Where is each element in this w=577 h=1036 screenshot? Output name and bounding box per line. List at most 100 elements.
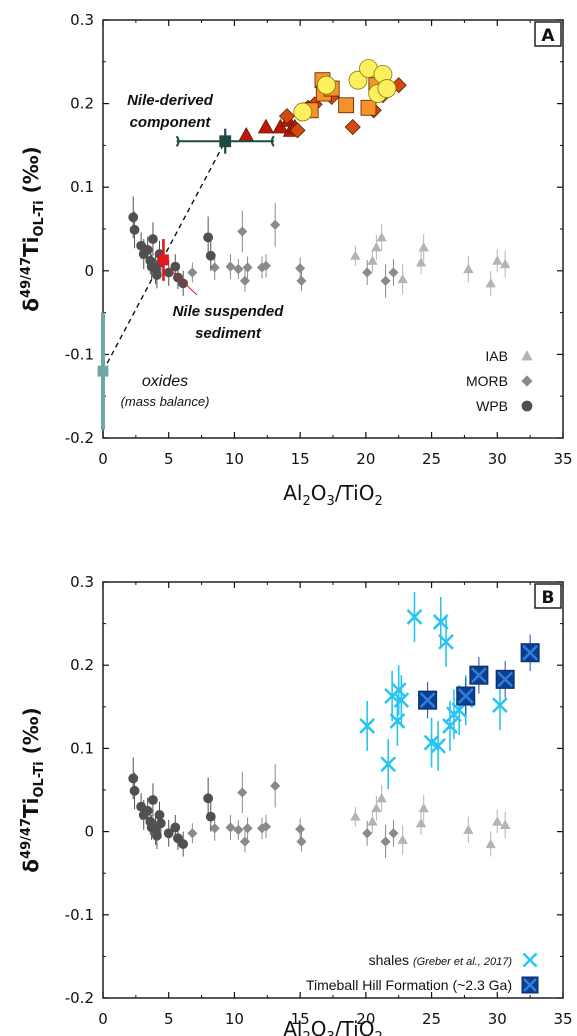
series-morb bbox=[187, 203, 399, 298]
series-iab bbox=[350, 223, 511, 296]
x-tick-label-part: 20 bbox=[356, 450, 375, 468]
panel-label-box bbox=[534, 583, 562, 609]
panel-label-box bbox=[534, 21, 562, 47]
y-tick-label-part: -0.1 bbox=[65, 345, 94, 363]
annot-oxides-part: (mass balance) bbox=[121, 394, 210, 409]
y-axis-label-part: δ bbox=[19, 859, 43, 873]
y-tick-label: -0.2 bbox=[65, 989, 94, 1007]
x-tick-label-part: 20 bbox=[356, 1010, 375, 1028]
data-point bbox=[203, 232, 214, 243]
annot-nile-component: Nile-derived bbox=[127, 92, 214, 109]
data-point bbox=[415, 257, 427, 267]
legend-marker bbox=[521, 976, 539, 994]
data-point bbox=[295, 263, 306, 274]
y-axis-label-part: δ bbox=[19, 298, 43, 312]
data-point bbox=[438, 634, 454, 650]
data-point bbox=[270, 780, 281, 791]
legend-marker bbox=[521, 400, 533, 412]
x-axis-label-part: Al bbox=[283, 481, 302, 505]
data-point bbox=[418, 242, 429, 252]
data-point bbox=[463, 263, 474, 274]
legend-marker bbox=[521, 350, 533, 361]
data-point bbox=[239, 275, 251, 286]
y-axis-label-part: 49/47 bbox=[19, 257, 34, 298]
x-axis-label-part: 2 bbox=[303, 494, 311, 509]
legend-label-part: (Greber et al., 2017) bbox=[413, 956, 512, 968]
legend-label: IAB bbox=[485, 348, 508, 364]
data-point bbox=[257, 118, 275, 134]
data-point bbox=[242, 262, 253, 273]
data-point bbox=[350, 811, 361, 821]
panel-B: 0 5 10 15 20 25 30 35-0.2-0.100.10.20.3Bδ49/47T… bbox=[19, 573, 573, 1036]
y-tick-label: 0.3 bbox=[70, 573, 94, 591]
x-tick-label: 0 bbox=[98, 1010, 108, 1028]
data-point bbox=[367, 816, 378, 826]
data-point bbox=[296, 275, 307, 286]
data-point bbox=[469, 665, 489, 685]
data-point bbox=[239, 836, 251, 847]
data-point-b bbox=[419, 692, 436, 708]
annot-oxides-part: oxides bbox=[142, 373, 188, 390]
data-point bbox=[371, 242, 382, 252]
data-point bbox=[376, 792, 387, 803]
data-point bbox=[233, 824, 244, 836]
x-tick-label-part: 0 bbox=[98, 1010, 108, 1028]
data-point bbox=[520, 643, 540, 663]
y-axis-label-part: 49/47 bbox=[19, 818, 34, 859]
legend-marker bbox=[521, 375, 533, 387]
data-point bbox=[238, 127, 255, 142]
y-tick-label: 0.1 bbox=[70, 178, 94, 196]
y-tick-label: 0.2 bbox=[70, 656, 94, 674]
panel-A: 0 5 10 15 20 25 30 35 -0.2 -0.1 0 0.1 0.2 0.3 Aδ49/47T… bbox=[19, 11, 573, 509]
data-point-b bbox=[492, 697, 508, 714]
data-point bbox=[163, 828, 174, 839]
data-point bbox=[463, 824, 474, 834]
y-tick-label-part: 0.1 bbox=[70, 739, 94, 757]
data-point bbox=[225, 261, 236, 272]
x-tick-label-part: 15 bbox=[291, 450, 310, 468]
data-point bbox=[499, 258, 511, 269]
oxides-marker bbox=[97, 365, 109, 377]
data-point bbox=[142, 244, 153, 255]
data-point bbox=[155, 818, 166, 829]
legend-label: MORB bbox=[466, 373, 508, 389]
series-diamond bbox=[187, 764, 399, 859]
data-point bbox=[293, 102, 313, 122]
x-tick-label-part: 0 bbox=[98, 450, 108, 468]
legend-label-part: MORB bbox=[466, 373, 508, 389]
data-point bbox=[418, 690, 438, 710]
x-tick-label: 15 bbox=[291, 450, 310, 468]
x-tick-label: 25 bbox=[422, 450, 441, 468]
x-axis-label-part: /TiO bbox=[335, 1017, 375, 1036]
series-triangle bbox=[350, 785, 511, 857]
y-tick-label: -0.1 bbox=[65, 345, 94, 363]
series-circle bbox=[293, 59, 397, 122]
x-tick-label-part: 15 bbox=[291, 1010, 310, 1028]
x-tick-label: 0 bbox=[98, 450, 108, 468]
series-wpb bbox=[128, 196, 216, 296]
data-point bbox=[260, 821, 272, 832]
data-point bbox=[344, 118, 361, 136]
data-point bbox=[128, 212, 139, 223]
y-axis-label-part: (‰) bbox=[19, 707, 43, 761]
data-point bbox=[362, 828, 373, 839]
x-tick-label-part: 30 bbox=[488, 1010, 507, 1028]
x-tick-label: 35 bbox=[553, 450, 572, 468]
nile-component-marker bbox=[219, 135, 232, 148]
data-point bbox=[499, 819, 511, 829]
x-tick-label-part: 25 bbox=[422, 450, 441, 468]
x-axis-label: Al2O3/TiO2 bbox=[283, 481, 382, 509]
data-point bbox=[418, 802, 429, 813]
y-tick-label-part: 0.1 bbox=[70, 178, 94, 196]
nile-sediment-leader bbox=[168, 267, 198, 296]
annot-nile-sediment: sediment bbox=[195, 325, 262, 342]
x-tick-label-part: 35 bbox=[553, 450, 572, 468]
data-point bbox=[225, 822, 236, 833]
legend-label-part: Timeball Hill Formation (~2.3 Ga) bbox=[306, 977, 512, 993]
x-tick-label-part: 35 bbox=[553, 1010, 572, 1028]
data-point bbox=[360, 99, 377, 116]
x-tick-label: 15 bbox=[291, 1010, 310, 1028]
y-axis-label-part: Ti bbox=[19, 237, 43, 258]
data-point bbox=[260, 260, 272, 271]
